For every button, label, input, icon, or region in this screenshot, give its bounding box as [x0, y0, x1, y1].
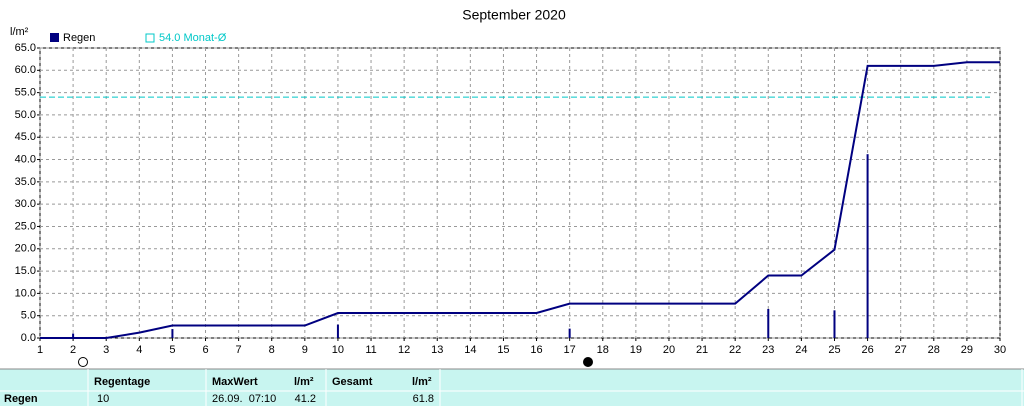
y-tick-label: 25.0 [15, 220, 36, 232]
table-header: l/m² [294, 376, 314, 388]
x-tick-label: 15 [497, 344, 509, 356]
y-tick-label: 10.0 [15, 287, 36, 299]
chart-title: September 2020 [462, 7, 566, 23]
x-tick-label: 23 [762, 344, 774, 356]
x-tick-label: 11 [365, 344, 376, 356]
bar [833, 310, 836, 338]
table-bg [0, 369, 1024, 406]
y-tick-label: 35.0 [15, 176, 36, 188]
table-header: Gesamt [332, 376, 373, 388]
legend-label: Regen [63, 32, 95, 44]
y-tick-label: 45.0 [15, 131, 36, 143]
y-tick-label: 55.0 [15, 87, 36, 99]
x-tick-label: 18 [597, 344, 609, 356]
x-tick-label: 3 [103, 344, 109, 356]
table-header: l/m² [412, 376, 432, 388]
bar [336, 324, 339, 338]
x-tick-label: 4 [136, 344, 142, 356]
x-tick-label: 28 [928, 344, 940, 356]
bar [767, 309, 770, 338]
table-header: Regentage [94, 376, 150, 388]
moon-icon [583, 357, 593, 367]
y-tick-label: 5.0 [21, 310, 36, 322]
x-tick-label: 17 [564, 344, 576, 356]
x-tick-label: 9 [302, 344, 308, 356]
y-tick-label: 65.0 [15, 42, 36, 54]
summary-table: Regentage MaxWert l/m² Gesamt l/m² Regen… [0, 368, 1024, 406]
bar [171, 329, 174, 338]
x-tick-label: 22 [729, 344, 741, 356]
x-tick-label: 10 [332, 344, 344, 356]
y-tick-label: 50.0 [15, 109, 36, 121]
x-tick-label: 2 [70, 344, 76, 356]
x-tick-label: 25 [828, 344, 840, 356]
y-tick-label: 30.0 [15, 198, 36, 210]
x-tick-label: 13 [431, 344, 443, 356]
x-tick-label: 20 [663, 344, 675, 356]
table-cell: 10 [97, 393, 109, 405]
x-tick-label: 16 [530, 344, 542, 356]
y-tick-label: 40.0 [15, 153, 36, 165]
x-tick-label: 29 [961, 344, 973, 356]
x-tick-label: 21 [696, 344, 708, 356]
row-label: Regen [4, 393, 38, 405]
table-cell: 26.09. 07:10 [212, 393, 276, 405]
x-tick-label: 26 [861, 344, 873, 356]
x-tick-label: 14 [464, 344, 476, 356]
bar [866, 154, 869, 338]
y-tick-label: 15.0 [15, 265, 36, 277]
legend-swatch [145, 33, 155, 43]
legend-label: 54.0 Monat-Ø [159, 32, 227, 44]
x-tick-label: 7 [236, 344, 242, 356]
bar [72, 333, 75, 338]
x-tick-label: 12 [398, 344, 410, 356]
moon-icon [78, 357, 88, 367]
plot: 0.0 5.0 10.0 15.0 20.0 25.0 30.0 35.0 40.0 45.0 50… [15, 42, 1007, 356]
cumulative-line [40, 61, 1000, 339]
x-tick-label: 30 [994, 344, 1006, 356]
x-tick-label: 1 [37, 344, 43, 356]
table-header: MaxWert [212, 376, 258, 388]
table-cell: 41.2 [295, 393, 316, 405]
x-tick-label: 5 [169, 344, 175, 356]
legend-swatch [50, 33, 59, 42]
x-tick-label: 24 [795, 344, 807, 356]
x-tick-label: 8 [269, 344, 275, 356]
y-tick-label: 60.0 [15, 64, 36, 76]
y-axis-title: l/m² [10, 26, 29, 38]
bar [568, 328, 571, 338]
table-cell: 61.8 [413, 393, 434, 405]
plot-area [39, 47, 1001, 339]
y-tick-label: 20.0 [15, 243, 36, 255]
y-tick-label: 0.0 [21, 332, 36, 344]
x-tick-label: 19 [630, 344, 642, 356]
x-tick-label: 6 [202, 344, 208, 356]
x-tick-label: 27 [895, 344, 907, 356]
